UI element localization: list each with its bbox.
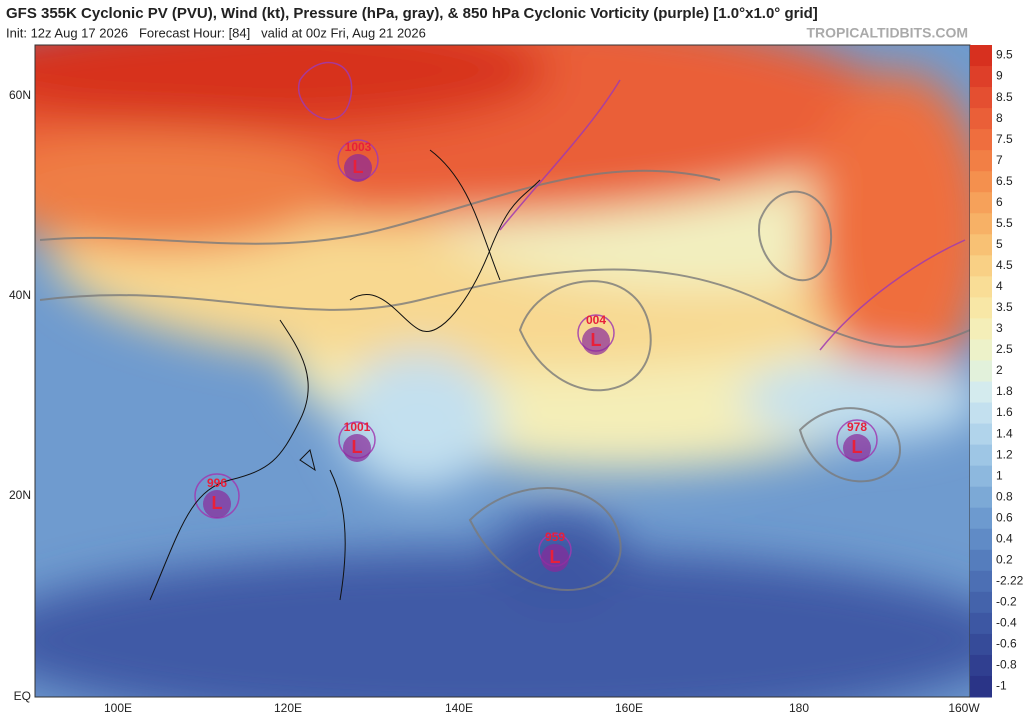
colorbar-swatch [970, 213, 992, 235]
low-pressure: 996 [207, 476, 227, 490]
colorbar-label: -0.4 [996, 616, 1017, 630]
colorbar-swatch [970, 612, 992, 635]
low-pressure: 959 [545, 530, 565, 544]
colorbar-label: 2 [996, 363, 1003, 377]
colorbar-swatch [970, 444, 992, 467]
lon-label: 160E [615, 701, 643, 715]
colorbar-swatch [970, 465, 992, 488]
colorbar-label: 0.4 [996, 531, 1013, 545]
lat-label: 20N [9, 488, 31, 502]
lat-labels: 60N 40N 20N EQ [9, 88, 31, 703]
colorbar-swatch [970, 486, 992, 509]
low-center [343, 434, 371, 462]
low-center [541, 544, 569, 572]
low-pressure: 004 [586, 313, 606, 327]
low-symbol: L [352, 437, 363, 457]
colorbar-label: 7.5 [996, 132, 1013, 146]
colorbar-swatch [970, 192, 992, 214]
colorbar-swatch [970, 423, 992, 446]
colorbar-label: 6 [996, 195, 1003, 209]
colorbar-swatch [970, 654, 992, 677]
colorbar-swatch [970, 234, 992, 256]
lon-labels: 100E 120E 140E 160E 180 160W [104, 701, 980, 715]
low-symbol: L [852, 437, 863, 457]
low-pressure: 1001 [344, 420, 371, 434]
colorbar-label: -0.8 [996, 658, 1017, 672]
colorbar-label: -2.22 [996, 573, 1024, 587]
colorbar-label: 8.5 [996, 90, 1013, 104]
colorbar-swatch [970, 45, 992, 67]
watermark: TROPICALTIDBITS.COM [806, 25, 968, 41]
low-center [203, 490, 231, 518]
lon-label: 120E [274, 701, 302, 715]
low-symbol: L [212, 493, 223, 513]
colorbar-label: 0.8 [996, 489, 1013, 503]
colorbar-label: 1 [996, 468, 1003, 482]
colorbar-swatch [970, 381, 992, 404]
colorbar-swatch [970, 87, 992, 109]
colorbar-label: 5.5 [996, 216, 1013, 230]
colorbar-swatch [970, 591, 992, 614]
low-symbol: L [353, 157, 364, 177]
lat-label: 60N [9, 88, 31, 102]
colorbar-swatch [970, 276, 992, 298]
colorbar-label: 1.2 [996, 447, 1013, 461]
colorbar-swatch [970, 129, 992, 151]
colorbar-swatch [970, 528, 992, 551]
colorbar-label: 8 [996, 111, 1003, 125]
colorbar-label: 5 [996, 237, 1003, 251]
colorbar-label: -0.6 [996, 637, 1017, 651]
colorbar-swatch [970, 150, 992, 172]
colorbar-label: 3 [996, 321, 1003, 335]
colorbar-label: 7 [996, 153, 1003, 167]
colorbar-swatch [970, 339, 992, 361]
lon-label: 100E [104, 701, 132, 715]
colorbar-label: 9.5 [996, 48, 1013, 62]
low-center [582, 327, 610, 355]
colorbar-swatch [970, 570, 992, 593]
colorbar-label: 9 [996, 69, 1003, 83]
title: GFS 355K Cyclonic PV (PVU), Wind (kt), P… [6, 5, 818, 22]
colorbar-label: 1.4 [996, 426, 1013, 440]
colorbar-label: 4 [996, 279, 1003, 293]
colorbar-label: 1.8 [996, 384, 1013, 398]
low-center [843, 434, 871, 462]
colorbar-label: -0.2 [996, 595, 1017, 609]
lows: 1003 L 004 L 1001 L 996 L 959 L 978 L [203, 140, 871, 572]
colorbar-label: 0.2 [996, 552, 1013, 566]
lat-label: EQ [14, 689, 31, 703]
colorbar-label: 1.6 [996, 405, 1013, 419]
low-pressure: 1003 [345, 140, 372, 154]
subtitle: Init: 12z Aug 17 2026 Forecast Hour: [84… [6, 25, 426, 40]
colorbar-swatch [970, 108, 992, 130]
colorbar-label: 4.5 [996, 258, 1013, 272]
low-pressure: 978 [847, 420, 867, 434]
low-symbol: L [591, 330, 602, 350]
colorbar-label: 6.5 [996, 174, 1013, 188]
colorbar: 9.5 9 8.5 8 7.5 7 6.5 6 5.5 5 4.5 4 3.5 3 2.5 2 1.8 1.6 1.… [970, 45, 1024, 698]
low-center [344, 154, 372, 182]
colorbar-swatch [970, 507, 992, 530]
colorbar-swatch [970, 549, 992, 572]
colorbar-swatch [970, 402, 992, 425]
colorbar-swatch [970, 171, 992, 193]
lon-label: 180 [789, 701, 809, 715]
colorbar-swatch [970, 297, 992, 319]
lat-label: 40N [9, 288, 31, 302]
colorbar-label: -1 [996, 679, 1007, 693]
colorbar-label: 2.5 [996, 342, 1013, 356]
colorbar-swatch [970, 675, 992, 698]
colorbar-swatch [970, 66, 992, 88]
colorbar-swatch [970, 633, 992, 656]
low-symbol: L [550, 547, 561, 567]
colorbar-swatch [970, 255, 992, 277]
colorbar-label: 0.6 [996, 510, 1013, 524]
colorbar-label: 3.5 [996, 300, 1013, 314]
lon-label: 140E [445, 701, 473, 715]
colorbar-swatch [970, 318, 992, 340]
colorbar-swatch [970, 360, 992, 383]
lon-label: 160W [948, 701, 980, 715]
